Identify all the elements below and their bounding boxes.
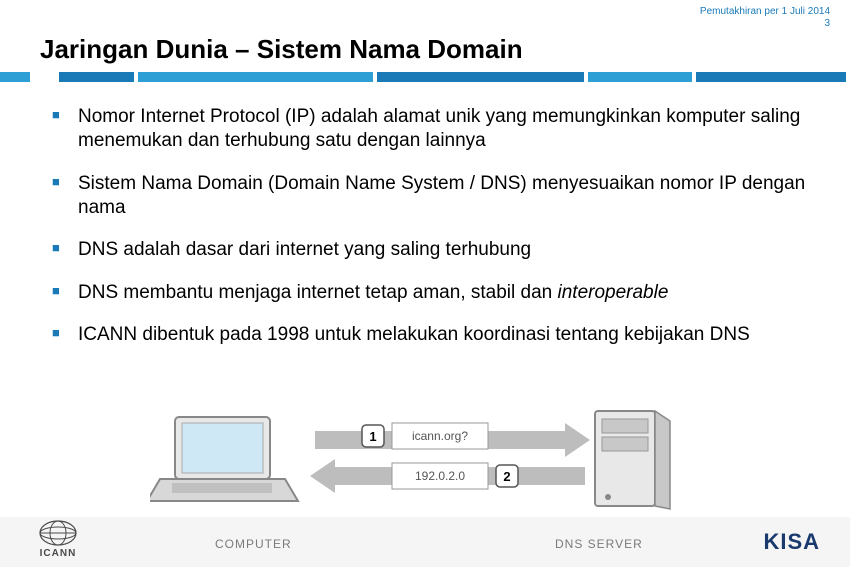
icann-text: ICANN [40, 548, 77, 559]
query-label-box: icann.org? [392, 423, 488, 449]
bullet-item: Nomor Internet Protocol (IP) adalah alam… [52, 105, 830, 154]
accent-bar [0, 72, 850, 82]
computer-label: COMPUTER [215, 537, 292, 551]
badge-2: 2 [496, 465, 518, 487]
bullet-item: DNS membantu menjaga internet tetap aman… [52, 281, 830, 305]
svg-text:icann.org?: icann.org? [412, 429, 468, 443]
bullet-item: DNS adalah dasar dari internet yang sali… [52, 238, 830, 262]
content-area: Nomor Internet Protocol (IP) adalah alam… [52, 105, 830, 365]
update-date: Pemutakhiran per 1 Juli 2014 [700, 6, 830, 18]
dns-server-label: DNS SERVER [555, 537, 643, 551]
svg-text:192.0.2.0: 192.0.2.0 [415, 469, 465, 483]
svg-text:2: 2 [503, 469, 510, 484]
response-label-box: 192.0.2.0 [392, 463, 488, 489]
icann-logo: ICANN [35, 518, 81, 559]
header-meta: Pemutakhiran per 1 Juli 2014 3 [700, 6, 830, 30]
bullet-item: ICANN dibentuk pada 1998 untuk melakukan… [52, 323, 830, 347]
laptop-icon [150, 417, 298, 501]
footer-band [0, 517, 850, 567]
bullet-list: Nomor Internet Protocol (IP) adalah alam… [52, 105, 830, 347]
server-icon [595, 411, 670, 509]
badge-1: 1 [362, 425, 384, 447]
svg-text:1: 1 [369, 429, 376, 444]
dns-diagram: 1 icann.org? 192.0.2.0 2 [150, 409, 710, 519]
bullet-item: Sistem Nama Domain (Domain Name System /… [52, 172, 830, 221]
kisa-logo: KISA [763, 529, 820, 555]
slide-title: Jaringan Dunia – Sistem Nama Domain [40, 34, 523, 65]
page-number: 3 [700, 18, 830, 30]
